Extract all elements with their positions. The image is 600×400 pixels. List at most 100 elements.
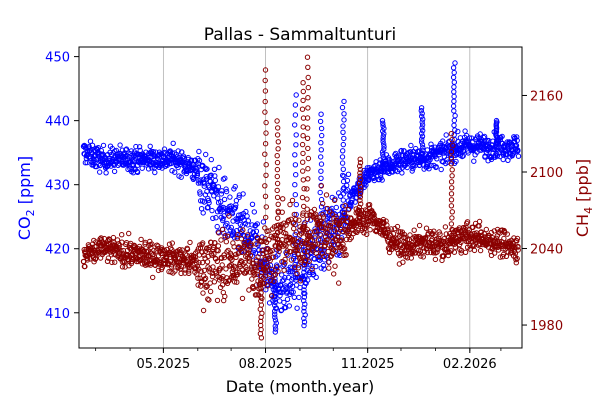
data-point (119, 264, 126, 270)
data-point (206, 297, 212, 303)
data-point (356, 204, 363, 211)
data-point (301, 287, 307, 293)
data-point (419, 119, 425, 125)
data-point (380, 154, 387, 160)
data-point (356, 218, 362, 224)
data-point (514, 235, 521, 242)
data-point (304, 206, 310, 212)
data-point (365, 221, 371, 228)
data-point (320, 220, 326, 226)
data-point (437, 231, 443, 237)
data-point (301, 203, 307, 210)
data-point (450, 74, 457, 81)
data-point (302, 280, 308, 286)
data-point (213, 215, 219, 221)
data-point (318, 183, 324, 189)
data-point (319, 132, 325, 139)
data-point (212, 240, 218, 246)
data-point (228, 203, 234, 209)
data-point (341, 135, 347, 142)
data-point (161, 146, 168, 152)
data-point (272, 311, 278, 317)
data-point (292, 192, 298, 198)
data-point (380, 133, 386, 140)
data-point (221, 196, 228, 203)
data-point (476, 218, 483, 225)
data-point (320, 262, 327, 269)
data-point (301, 269, 307, 275)
data-point (418, 105, 425, 111)
data-point (155, 267, 162, 274)
data-point (317, 218, 324, 225)
data-point (235, 231, 241, 238)
data-point (233, 197, 240, 204)
data-point (452, 60, 458, 66)
data-point (449, 233, 455, 239)
data-point (296, 217, 302, 223)
data-point (209, 207, 215, 214)
data-point (214, 258, 221, 264)
data-point (215, 184, 222, 190)
data-point (293, 132, 299, 138)
data-point (223, 239, 230, 245)
data-point (239, 249, 245, 256)
data-point (438, 166, 444, 173)
data-point (203, 284, 209, 290)
data-point (103, 170, 109, 176)
data-point (293, 92, 299, 98)
data-point (194, 172, 201, 179)
data-point (250, 285, 257, 292)
data-point (419, 130, 425, 137)
data-point (274, 159, 281, 166)
data-point (134, 169, 141, 176)
data-point (305, 176, 311, 182)
data-point (179, 247, 185, 253)
data-point (207, 288, 214, 295)
data-point (299, 254, 306, 261)
data-point (149, 165, 155, 171)
data-point (262, 151, 268, 157)
data-point (293, 216, 299, 223)
data-point (471, 158, 477, 164)
data-point (318, 161, 325, 167)
data-point (182, 251, 189, 257)
data-point (320, 212, 326, 218)
data-point (218, 199, 224, 205)
data-point (251, 209, 258, 215)
data-point (128, 148, 135, 154)
data-point (282, 260, 288, 266)
data-point (401, 248, 407, 254)
data-point (432, 256, 439, 263)
x-axis-label: Date (month.year) (226, 377, 375, 396)
data-point (448, 239, 455, 245)
data-point (301, 221, 307, 227)
data-point (168, 264, 175, 270)
data-point (470, 242, 476, 248)
data-point (194, 260, 200, 266)
data-point (366, 202, 373, 208)
data-point (326, 265, 332, 271)
data-point (211, 244, 217, 251)
data-point (301, 298, 307, 304)
data-point (332, 263, 338, 269)
data-point (290, 242, 296, 248)
data-point (281, 299, 287, 306)
data-point (515, 243, 521, 250)
data-point (185, 154, 191, 161)
data-point (199, 259, 206, 266)
data-point (274, 166, 281, 173)
data-point (404, 255, 411, 261)
data-point (341, 185, 347, 191)
data-point (466, 135, 473, 141)
data-point (263, 172, 269, 179)
data-point (362, 222, 368, 228)
data-point (201, 199, 207, 205)
data-point (272, 323, 278, 329)
data-point (272, 296, 278, 303)
data-point (274, 132, 281, 138)
data-point (448, 161, 454, 167)
data-point (215, 243, 222, 249)
data-point (320, 214, 327, 220)
data-point (292, 112, 299, 118)
data-point (203, 151, 209, 158)
